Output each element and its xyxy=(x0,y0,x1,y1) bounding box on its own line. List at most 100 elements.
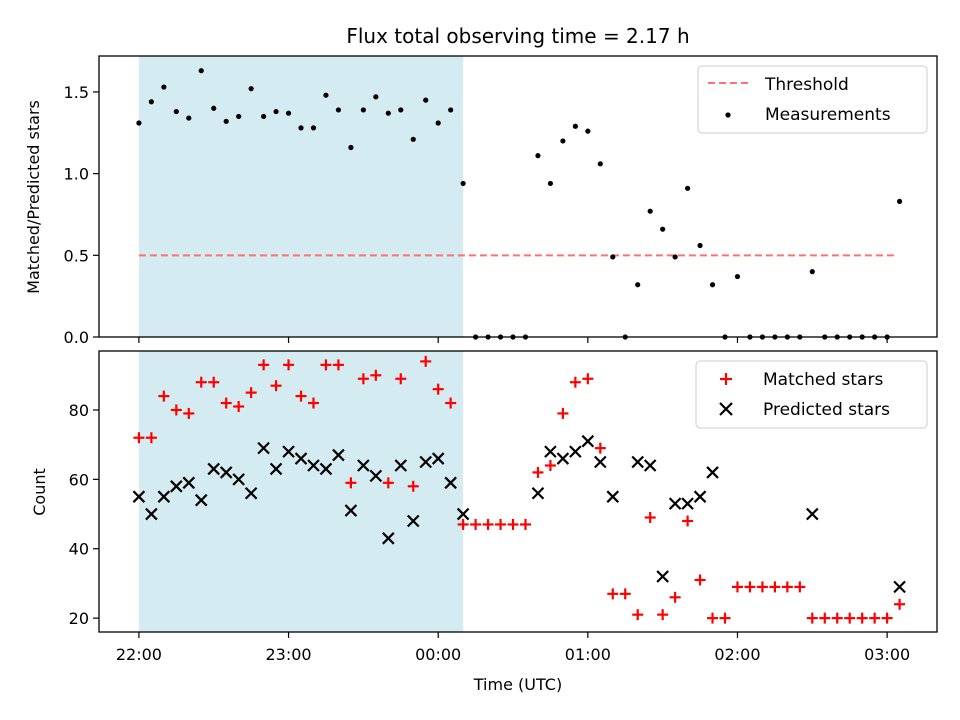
predicted-star-point xyxy=(282,445,295,458)
matched-star-point xyxy=(320,359,332,371)
matched-star-point xyxy=(657,609,669,621)
matched-star-point xyxy=(395,373,407,385)
matched-star-point xyxy=(482,518,494,530)
legend-matched-label: Matched stars xyxy=(763,370,883,390)
matched-star-point xyxy=(831,612,843,624)
matched-star-point xyxy=(644,512,656,524)
measurement-point xyxy=(273,108,279,115)
matched-star-point xyxy=(844,612,856,624)
matched-star-point xyxy=(495,518,507,530)
legend-predicted-label: Predicted stars xyxy=(763,400,890,420)
predicted-stars-points xyxy=(132,407,906,594)
matched-star-point xyxy=(382,477,394,489)
top-shaded-interval xyxy=(138,56,464,337)
measurement-point xyxy=(186,115,192,121)
x-axis-label: Time (UTC) xyxy=(473,675,562,694)
matched-star-point xyxy=(470,518,482,530)
predicted-star-point xyxy=(382,532,395,545)
predicted-star-point xyxy=(257,441,270,455)
measurement-point xyxy=(248,86,254,92)
predicted-star-point xyxy=(693,490,707,503)
matched-star-point xyxy=(557,407,569,419)
top-y-tick-label: 1.5 xyxy=(64,83,89,102)
bottom-legend: Matched stars Predicted stars xyxy=(695,360,928,429)
matched-star-point xyxy=(445,397,457,409)
bottom-y-axis-label: Count xyxy=(30,468,49,516)
matched-star-point xyxy=(619,588,631,600)
matched-star-point xyxy=(769,581,781,593)
measurement-point xyxy=(547,180,554,187)
matched-star-point xyxy=(420,355,432,367)
measurement-point xyxy=(684,185,691,191)
matched-star-point xyxy=(719,612,731,624)
matched-star-point xyxy=(519,518,531,530)
measurement-point xyxy=(635,282,641,288)
measurement-point xyxy=(560,138,566,144)
matched-star-point xyxy=(569,376,581,388)
predicted-star-point xyxy=(606,490,620,503)
matched-star-point xyxy=(183,407,195,419)
predicted-star-point xyxy=(806,507,819,521)
matched-star-point xyxy=(607,588,619,600)
top-y-tick-label: 1.0 xyxy=(64,165,89,184)
predicted-star-point xyxy=(182,476,196,490)
matched-star-point xyxy=(744,581,756,593)
x-tick-label: 00:00 xyxy=(415,645,461,664)
matched-star-point xyxy=(707,612,719,624)
x-tick-label: 23:00 xyxy=(265,645,311,664)
legend-threshold-label: Threshold xyxy=(764,75,849,95)
matched-star-point xyxy=(694,574,706,586)
measurement-point xyxy=(423,97,429,103)
measurement-point xyxy=(697,242,703,249)
legend-measurements-label: Measurements xyxy=(765,105,891,125)
predicted-star-point xyxy=(531,486,545,500)
predicted-star-point xyxy=(556,452,570,465)
predicted-star-point xyxy=(394,459,408,472)
matched-star-point xyxy=(432,383,444,395)
measurement-point xyxy=(660,226,666,232)
bottom-y-tick-label: 40 xyxy=(69,540,89,559)
measurement-point xyxy=(373,94,379,100)
matched-star-point xyxy=(781,581,793,593)
matched-star-point xyxy=(532,466,544,478)
matched-star-point xyxy=(869,612,881,624)
predicted-star-point xyxy=(656,570,669,583)
measurement-point xyxy=(223,118,229,124)
measurement-point xyxy=(148,99,154,105)
matched-star-point xyxy=(632,609,644,621)
matched-star-point xyxy=(370,369,382,381)
top-y-tick-label: 0.0 xyxy=(64,328,89,347)
measurement-point xyxy=(285,110,292,116)
matched-star-point xyxy=(544,459,556,471)
matched-star-point xyxy=(345,477,357,489)
matched-star-point xyxy=(794,581,806,593)
matched-star-point xyxy=(170,404,182,416)
matched-star-point xyxy=(357,373,369,385)
predicted-star-point xyxy=(631,455,644,469)
measurement-point xyxy=(460,180,466,187)
predicted-star-point xyxy=(643,459,657,472)
measurement-point xyxy=(198,68,204,74)
measurement-point xyxy=(323,92,329,98)
bottom-x-ticks: 22:00 23:00 00:00 01:00 02:00 03:00 xyxy=(116,632,910,664)
predicted-star-point xyxy=(594,455,607,469)
predicted-star-point xyxy=(269,462,283,476)
predicted-star-point xyxy=(419,455,432,469)
predicted-star-point xyxy=(681,497,694,510)
predicted-star-point xyxy=(145,507,158,521)
predicted-star-point xyxy=(332,448,345,462)
measurement-point xyxy=(896,198,903,205)
predicted-star-point xyxy=(170,480,183,493)
matched-star-point xyxy=(220,397,232,409)
measurement-point xyxy=(173,108,179,115)
matched-star-point xyxy=(881,612,893,624)
matched-star-point xyxy=(407,480,419,492)
measurement-point xyxy=(610,254,616,260)
top-y-axis-label: Matched/Predicted stars xyxy=(24,100,43,294)
matched-star-point xyxy=(756,581,768,593)
measurement-point xyxy=(572,123,578,129)
bottom-legend-box xyxy=(695,360,928,429)
top-y-ticks: 0.0 0.5 1.0 1.5 xyxy=(64,83,99,347)
matched-star-point xyxy=(594,442,606,454)
